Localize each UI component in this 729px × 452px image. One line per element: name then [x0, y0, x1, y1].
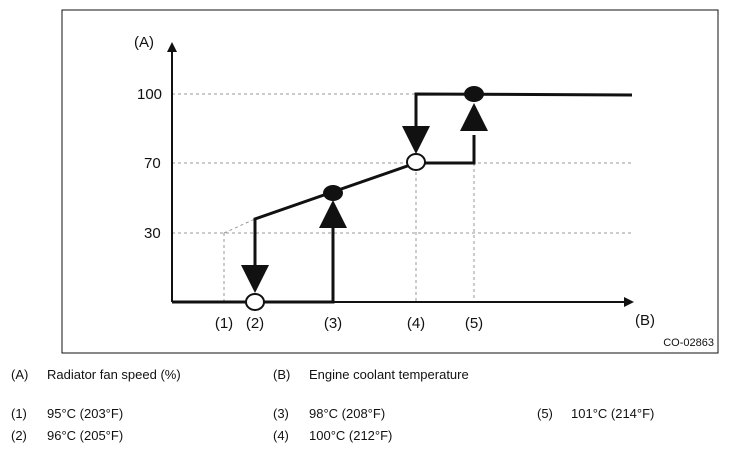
legend-text-5: 101°C (214°F) — [571, 406, 655, 421]
legend-key-b: (B) — [273, 367, 291, 382]
legend-text-a: Radiator fan speed (%) — [47, 367, 181, 382]
legend-key-4: (4) — [273, 428, 289, 443]
legend-key-3: (3) — [273, 406, 289, 421]
node-4-open-circle — [406, 153, 426, 171]
fan-speed-curve-upper — [414, 92, 633, 130]
arrow-down-2 — [241, 265, 269, 293]
arrow-up-3 — [319, 200, 347, 228]
x-mark-1: (1) — [215, 315, 233, 332]
x-axis-label: (B) — [635, 312, 655, 329]
y-axis-label: (A) — [134, 34, 154, 51]
fan-speed-diagram: (A) (B) 100 70 30 (1) (2) (3) (4) (5) CO… — [61, 9, 719, 354]
legend-row-points-1: (1) 95°C (203°F) (3) 98°C (208°F) (5) 10… — [0, 406, 729, 422]
legend-key-5: (5) — [537, 406, 553, 421]
x-mark-5: (5) — [465, 315, 483, 332]
y-tick-100: 100 — [137, 86, 162, 103]
node-5-filled-circle — [464, 86, 484, 102]
legend-key-2: (2) — [11, 428, 27, 443]
legend-text-3: 98°C (208°F) — [309, 406, 386, 421]
y-tick-70: 70 — [144, 155, 161, 172]
figure-frame — [61, 9, 719, 354]
legend-row-axes: (A) Radiator fan speed (%) (B) Engine co… — [0, 367, 729, 383]
legend-text-1: 95°C (203°F) — [47, 406, 124, 421]
fan-speed-curve-middle — [253, 135, 476, 265]
legend-key-1: (1) — [11, 406, 27, 421]
legend-text-2: 96°C (205°F) — [47, 428, 124, 443]
node-3-filled-circle — [323, 185, 343, 201]
x-mark-3: (3) — [324, 315, 342, 332]
guide-1-diagonal — [223, 218, 256, 234]
guide-lines — [172, 93, 632, 302]
legend-row-points-2: (2) 96°C (205°F) (4) 100°C (212°F) — [0, 428, 729, 444]
legend-text-b: Engine coolant temperature — [309, 367, 469, 382]
arrow-down-4 — [402, 126, 430, 154]
arrow-up-5 — [460, 103, 488, 131]
fan-speed-curve-lower — [172, 207, 335, 304]
x-mark-2: (2) — [246, 315, 264, 332]
legend-text-4: 100°C (212°F) — [309, 428, 393, 443]
legend-key-a: (A) — [11, 367, 29, 382]
x-mark-4: (4) — [407, 315, 425, 332]
y-tick-30: 30 — [144, 225, 161, 242]
node-2-open-circle — [245, 293, 265, 311]
figure-code: CO-02863 — [663, 337, 714, 349]
